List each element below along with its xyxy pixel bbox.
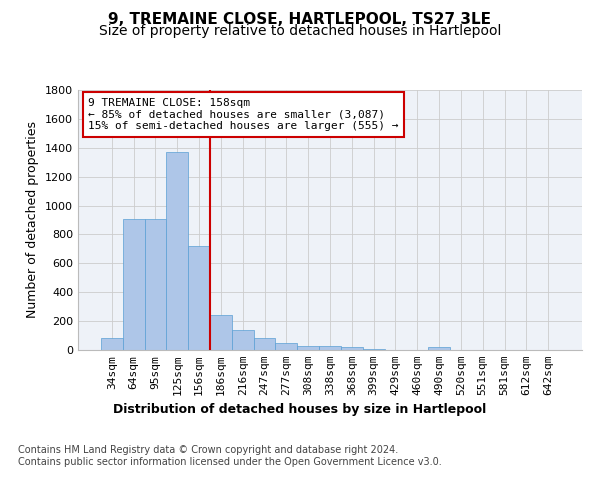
Text: Distribution of detached houses by size in Hartlepool: Distribution of detached houses by size … bbox=[113, 402, 487, 415]
Bar bbox=[319, 346, 341, 350]
Bar bbox=[210, 314, 232, 350]
Bar bbox=[232, 330, 254, 350]
Bar bbox=[428, 347, 450, 350]
Text: Size of property relative to detached houses in Hartlepool: Size of property relative to detached ho… bbox=[99, 24, 501, 38]
Bar bbox=[166, 152, 188, 350]
Bar bbox=[101, 338, 123, 350]
Text: 9 TREMAINE CLOSE: 158sqm
← 85% of detached houses are smaller (3,087)
15% of sem: 9 TREMAINE CLOSE: 158sqm ← 85% of detach… bbox=[88, 98, 398, 131]
Bar bbox=[275, 343, 297, 350]
Bar bbox=[297, 346, 319, 350]
Text: Contains HM Land Registry data © Crown copyright and database right 2024.
Contai: Contains HM Land Registry data © Crown c… bbox=[18, 445, 442, 466]
Bar bbox=[341, 347, 363, 350]
Y-axis label: Number of detached properties: Number of detached properties bbox=[26, 122, 40, 318]
Bar bbox=[145, 218, 166, 350]
Text: 9, TREMAINE CLOSE, HARTLEPOOL, TS27 3LE: 9, TREMAINE CLOSE, HARTLEPOOL, TS27 3LE bbox=[109, 12, 491, 28]
Bar bbox=[254, 338, 275, 350]
Bar bbox=[123, 218, 145, 350]
Bar bbox=[188, 246, 210, 350]
